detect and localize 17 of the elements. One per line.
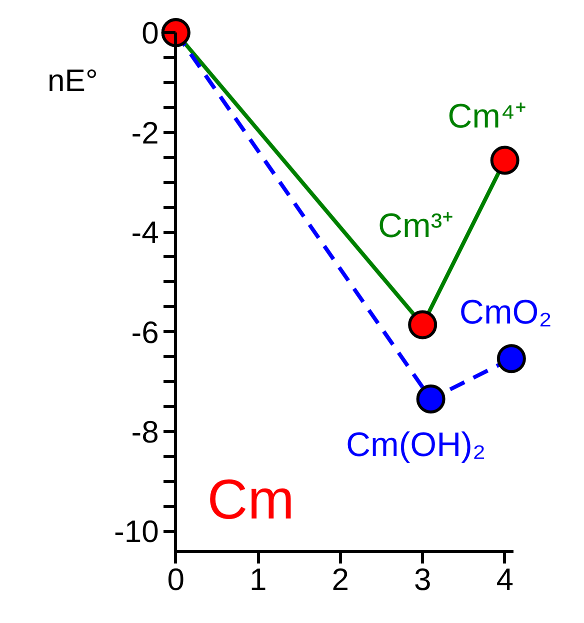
y-tick-label: 0 [142,16,159,51]
y-tick-label: -8 [131,414,159,450]
annotation: Cm³⁺ [378,206,454,245]
x-tick-label: 4 [496,562,514,598]
annotation: CmO₂ [459,294,552,332]
annotation: Cm⁴⁺ [448,97,526,136]
x-tick-label: 2 [332,562,349,598]
x-tick-label: 1 [249,562,267,598]
x-tick-label: 3 [414,562,432,598]
y-tick-label: -10 [114,514,159,550]
y-tick-label: -4 [131,215,159,250]
annotation: Cm(OH)₂ [346,426,486,464]
annotation: Cm [207,468,294,531]
y-tick-label: -6 [131,314,159,350]
x-tick-label: 0 [167,562,184,598]
y-tick-label: -2 [131,115,159,150]
y-axis-title: nE° [48,63,98,98]
